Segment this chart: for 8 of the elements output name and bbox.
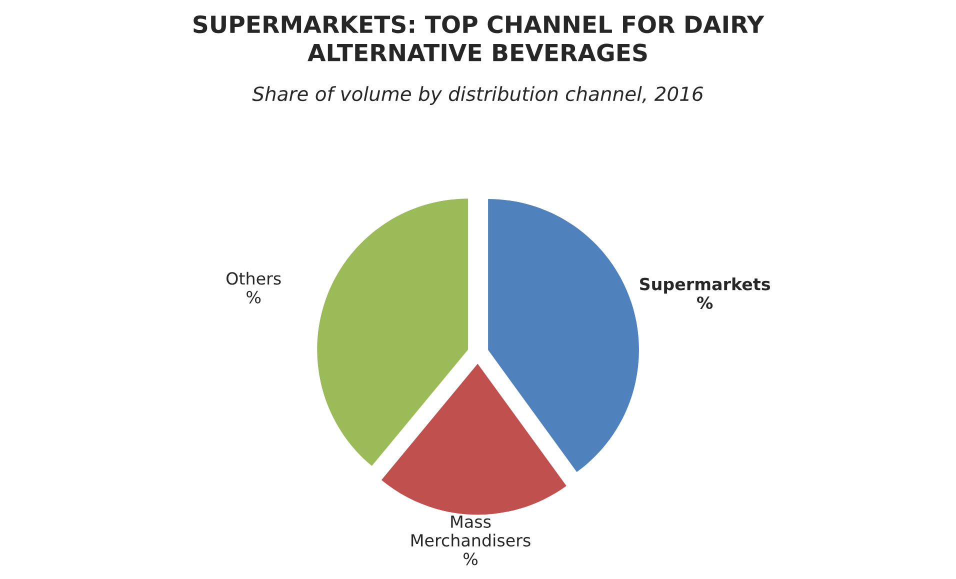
data-label: %: [697, 296, 713, 310]
data-label: %: [246, 290, 261, 304]
slice-label: Supermarkets: [640, 277, 770, 294]
slice-label: Mass Merchandisers: [411, 516, 530, 547]
data-label: %: [464, 552, 478, 566]
chart-title: SUPERMARKETS: TOP CHANNEL FOR DAIRY ALTERNATIVE BEVERAGES: [194, 15, 764, 62]
slice-label: Others: [226, 272, 281, 285]
chart-subtitle: Share of volume by distribution channel, 2016: [252, 86, 703, 105]
